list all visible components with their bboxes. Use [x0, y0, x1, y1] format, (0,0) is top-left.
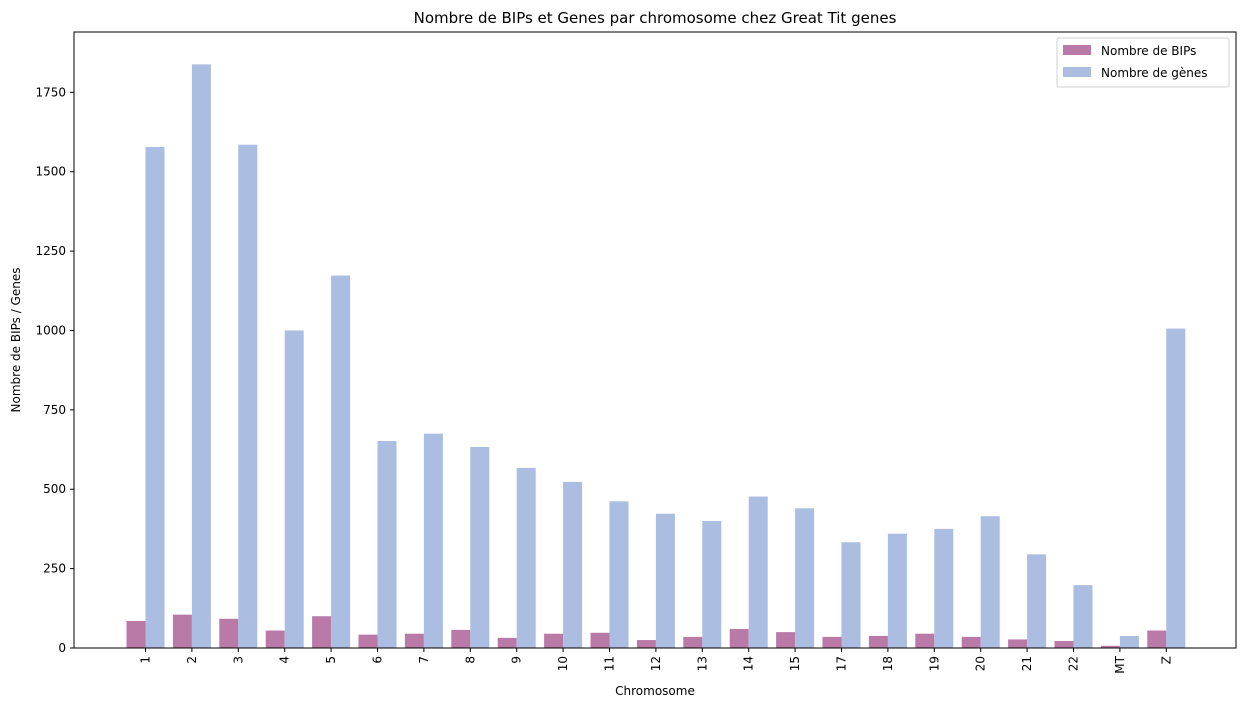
bar-bips-2	[172, 614, 192, 648]
x-tick-label: 19	[927, 656, 941, 671]
series-genes-bars	[145, 64, 1186, 648]
x-tick-label: 10	[556, 656, 570, 671]
x-tick-label: 7	[417, 656, 431, 664]
bar-genes-14	[748, 496, 768, 648]
bar-bips-1	[126, 621, 146, 648]
bar-bips-9	[497, 637, 517, 648]
bar-bips-11	[590, 632, 610, 648]
bar-bips-10	[544, 633, 564, 648]
bar-bips-19	[915, 633, 935, 648]
y-axis-label: Nombre de BIPs / Genes	[9, 268, 23, 413]
x-tick-label: 12	[649, 656, 663, 671]
bar-bips-22	[1054, 641, 1074, 648]
series-bips-bars	[126, 614, 1167, 648]
bar-bips-8	[451, 629, 471, 648]
bar-genes-11	[609, 501, 629, 648]
x-tick-label: 1	[139, 656, 153, 664]
bar-bips-5	[312, 616, 332, 648]
y-tick-label: 750	[43, 403, 66, 417]
legend-swatch-genes	[1063, 67, 1091, 77]
x-axis-label: Chromosome	[615, 684, 695, 698]
y-tick-label: 500	[43, 482, 66, 496]
bar-bips-14	[729, 628, 749, 648]
plot-frame	[73, 31, 1237, 649]
x-tick-label: 8	[463, 656, 477, 664]
bar-genes-21	[1027, 554, 1047, 648]
x-tick-label: 20	[974, 656, 988, 671]
bar-genes-20	[980, 516, 1000, 648]
legend-label-bips: Nombre de BIPs	[1101, 44, 1196, 58]
bar-genes-5	[331, 275, 351, 648]
y-tick-label: 1500	[35, 165, 66, 179]
x-tick-label: 13	[695, 656, 709, 671]
bar-bips-13	[683, 636, 703, 648]
bar-bips-17	[822, 636, 842, 648]
bar-bips-6	[358, 634, 378, 648]
bar-genes-10	[563, 481, 583, 648]
bar-genes-8	[470, 447, 490, 648]
y-tick-label: 1750	[35, 85, 66, 99]
x-tick-label: 14	[742, 656, 756, 671]
x-tick-label: 4	[278, 656, 292, 664]
bar-genes-9	[516, 467, 536, 648]
x-tick-label: 6	[371, 656, 385, 664]
x-tick-label: MT	[1113, 655, 1127, 673]
bar-bips-MT	[1100, 645, 1120, 648]
bar-bips-7	[404, 633, 424, 648]
x-tick-label: 9	[510, 656, 524, 664]
bar-genes-7	[423, 433, 443, 648]
x-tick-label: 21	[1020, 656, 1034, 671]
bar-genes-3	[238, 144, 258, 648]
bar-genes-18	[887, 533, 907, 648]
y-axis: 0 250 500 750 1000 1250 1500 1750	[35, 85, 74, 655]
bar-genes-4	[284, 330, 304, 648]
bar-bips-15	[776, 632, 796, 648]
legend-box	[1056, 37, 1230, 88]
bar-bips-4	[265, 630, 285, 648]
bar-genes-2	[191, 64, 211, 648]
bar-genes-1	[145, 146, 165, 648]
y-tick-label: 1250	[35, 244, 66, 258]
bar-genes-15	[795, 508, 815, 648]
bar-genes-17	[841, 542, 861, 648]
bar-bips-18	[868, 635, 888, 648]
bar-bips-3	[219, 618, 239, 648]
legend: Nombre de BIPs Nombre de gènes	[1056, 37, 1230, 88]
x-tick-label: Z	[1159, 656, 1173, 664]
bar-genes-13	[702, 520, 722, 648]
x-axis: 1 2 3 4 5 6 7 8 9 10 11 12 13 14 15 17 18 19 20 21 22 MT Z	[139, 648, 1173, 674]
x-tick-label: 2	[185, 656, 199, 664]
bar-genes-12	[655, 513, 675, 648]
x-tick-label: 22	[1067, 656, 1081, 671]
y-tick-label: 1000	[35, 323, 66, 337]
x-tick-label: 18	[881, 656, 895, 671]
bar-genes-22	[1073, 585, 1093, 648]
x-tick-label: 3	[231, 656, 245, 664]
bar-genes-Z	[1166, 328, 1186, 648]
bar-bips-12	[636, 640, 656, 648]
bar-bips-20	[961, 636, 981, 648]
x-tick-label: 17	[835, 656, 849, 671]
bar-genes-6	[377, 440, 397, 648]
x-tick-label: 11	[603, 656, 617, 671]
bar-genes-MT	[1119, 635, 1139, 648]
legend-swatch-bips	[1063, 45, 1091, 55]
x-tick-label: 15	[788, 656, 802, 671]
y-tick-label: 0	[58, 641, 66, 655]
chart-title: Nombre de BIPs et Genes par chromosome c…	[414, 9, 897, 27]
y-tick-label: 250	[43, 562, 66, 576]
bar-bips-Z	[1147, 630, 1167, 648]
bar-genes-19	[934, 528, 954, 648]
x-tick-label: 5	[324, 656, 338, 664]
legend-label-genes: Nombre de gènes	[1101, 66, 1208, 80]
bar-bips-21	[1008, 639, 1028, 648]
